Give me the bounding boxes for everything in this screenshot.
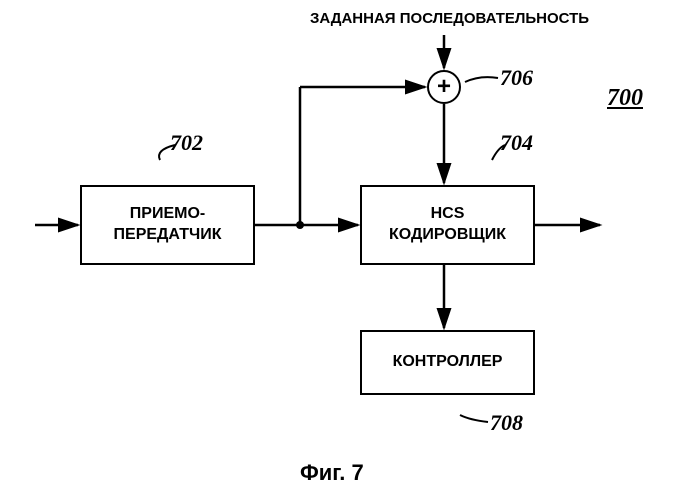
diagram-connectors [0, 0, 683, 500]
block-diagram: ЗАДАННАЯ ПОСЛЕДОВАТЕЛЬНОСТЬ 700 + ПРИЕМО… [0, 0, 683, 500]
